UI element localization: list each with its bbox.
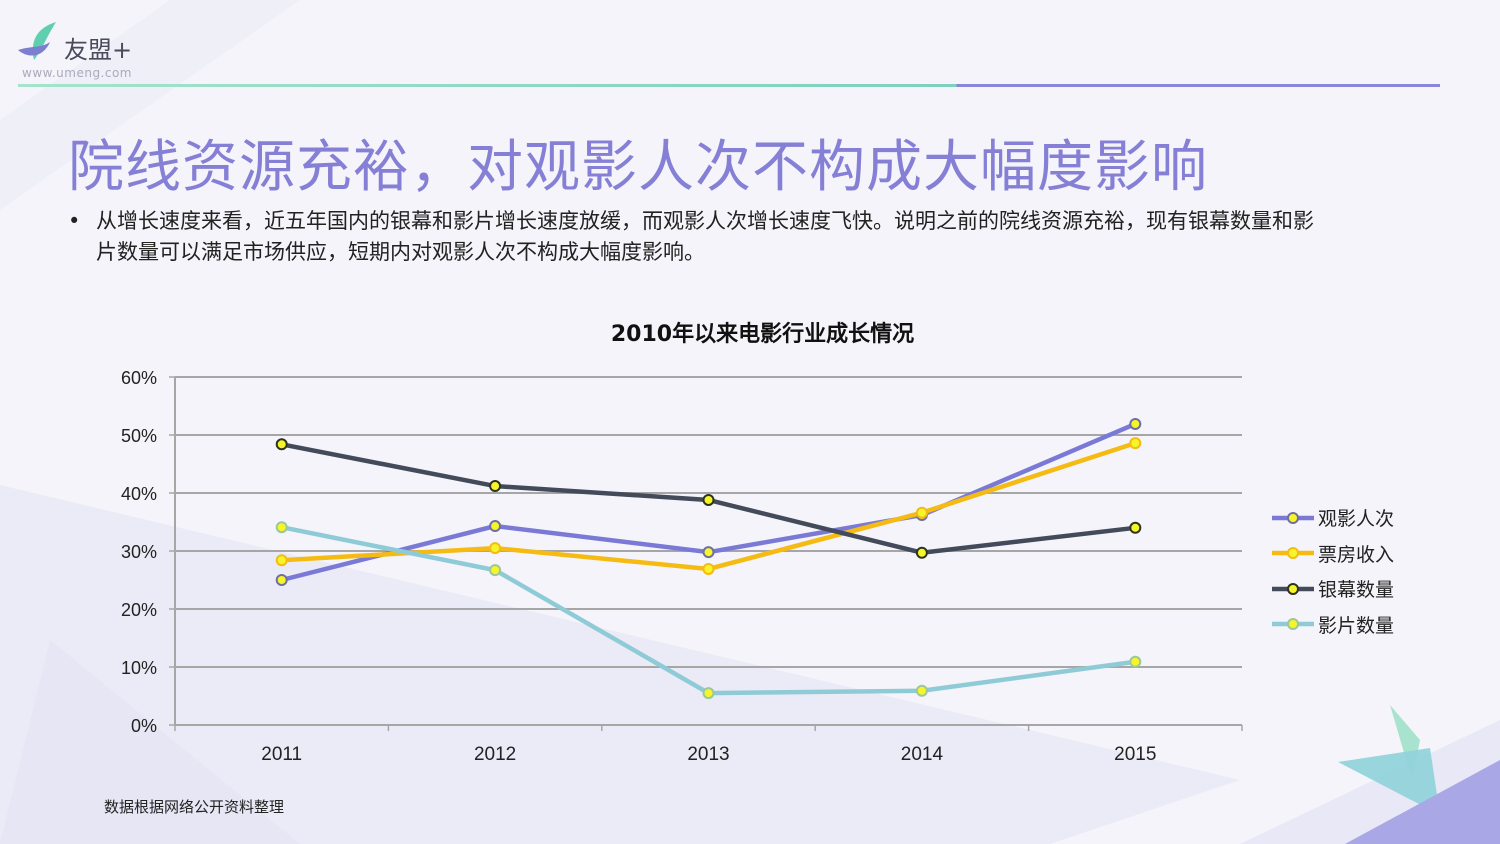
data-point — [915, 684, 928, 697]
x-tick-label: 2014 — [901, 744, 944, 765]
header-divider — [18, 84, 1440, 87]
x-tick-label: 2013 — [687, 744, 729, 765]
legend-item: 影片数量 — [1272, 607, 1394, 643]
x-tick-label: 2011 — [261, 744, 302, 765]
data-point — [275, 574, 288, 586]
y-tick-label: 0% — [131, 716, 157, 736]
chart-title: 2010年以来电影行业成长情况 — [610, 322, 915, 347]
data-point — [702, 562, 715, 575]
slide-title: 院线资源充裕，对观影人次不构成大幅度影响 — [68, 135, 1208, 200]
legend-item: 票房收入 — [1272, 536, 1394, 572]
legend-marker-icon — [1272, 511, 1314, 524]
y-tick-label: 50% — [121, 426, 157, 446]
data-point — [915, 506, 928, 519]
logo-name: 友盟+ — [64, 36, 133, 64]
data-point — [275, 554, 288, 567]
legend-label: 银幕数量 — [1318, 579, 1395, 602]
logo-bird-icon — [18, 22, 56, 60]
data-point — [1129, 417, 1142, 430]
chart-legend: 观影人次票房收入银幕数量影片数量 — [1272, 500, 1394, 642]
source-note: 数据根据网络公开资料整理 — [104, 798, 285, 816]
data-point — [915, 546, 928, 559]
data-point — [1129, 521, 1142, 534]
data-point — [702, 687, 715, 700]
legend-marker-icon — [1272, 547, 1314, 560]
legend-label: 影片数量 — [1318, 614, 1395, 637]
data-point — [1129, 437, 1142, 450]
data-point — [489, 564, 502, 577]
x-tick-label: 2015 — [1114, 744, 1156, 765]
x-tick-label: 2012 — [474, 744, 516, 765]
data-point — [275, 438, 288, 451]
legend-item: 观影人次 — [1272, 500, 1394, 536]
data-point — [489, 480, 502, 493]
logo — [16, 20, 156, 82]
data-point — [1129, 655, 1142, 668]
data-point — [489, 520, 502, 533]
legend-label: 观影人次 — [1318, 508, 1395, 531]
data-point — [702, 546, 715, 559]
data-point — [489, 542, 502, 555]
bullet-text: 从增长速度来看，近五年国内的银幕和影片增长速度放缓，而观影人次增长速度飞快。说明… — [68, 206, 1328, 268]
y-tick-label: 20% — [121, 600, 157, 620]
legend-marker-icon — [1272, 618, 1314, 631]
data-point — [275, 521, 288, 534]
y-tick-label: 30% — [121, 542, 157, 562]
y-tick-label: 60% — [121, 368, 157, 388]
legend-label: 票房收入 — [1318, 543, 1395, 566]
legend-marker-icon — [1272, 582, 1314, 595]
data-point — [702, 493, 715, 506]
logo-url: www.umeng.com — [22, 66, 132, 80]
y-tick-label: 10% — [121, 658, 157, 678]
legend-item: 银幕数量 — [1272, 571, 1394, 607]
y-tick-label: 40% — [121, 484, 157, 504]
